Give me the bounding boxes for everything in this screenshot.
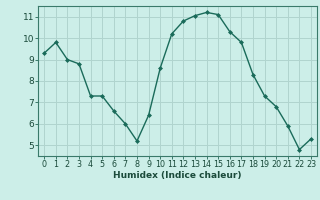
X-axis label: Humidex (Indice chaleur): Humidex (Indice chaleur) [113,171,242,180]
